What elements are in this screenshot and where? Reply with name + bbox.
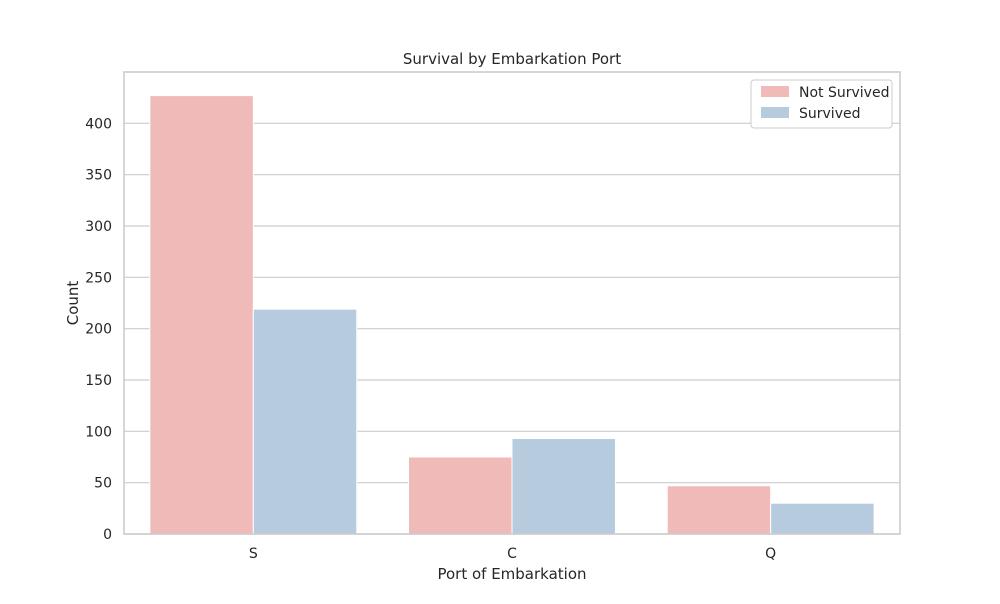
x-tick-label: S [249, 546, 258, 562]
y-tick-label: 200 [85, 322, 112, 338]
y-tick-label: 100 [85, 424, 112, 440]
legend: Not Survived Survived [750, 79, 893, 129]
y-tick-label: 300 [85, 219, 112, 235]
axes-frame [123, 71, 901, 535]
y-tick-label: 0 [103, 527, 112, 543]
y-tick-label: 250 [85, 270, 112, 286]
chart-title: Survival by Embarkation Port [403, 50, 621, 68]
x-tick-label: C [507, 546, 517, 562]
legend-label-survived: Survived [799, 106, 860, 122]
legend-label-not-survived: Not Survived [799, 85, 889, 101]
legend-swatch-not-survived [761, 86, 789, 97]
bar-not-survived-c [408, 456, 513, 535]
x-axis-label: Port of Embarkation [437, 565, 586, 583]
y-tick-label: 150 [85, 373, 112, 389]
bar-survived-c [511, 438, 616, 535]
y-axis-label: Count [64, 281, 82, 326]
y-tick-label: 400 [85, 116, 112, 132]
bar-survived-s [252, 308, 358, 535]
bars [149, 95, 875, 535]
y-tick-labels: 0 50 100 150 200 250 300 350 400 [85, 116, 112, 543]
x-tick-label: Q [765, 546, 776, 562]
y-tick-label: 350 [85, 168, 112, 184]
y-tick-label: 50 [94, 476, 112, 492]
bar-survived-q [770, 502, 875, 535]
bar-not-survived-s [149, 95, 254, 535]
bar-not-survived-q [666, 485, 772, 535]
legend-swatch-survived [761, 107, 789, 118]
